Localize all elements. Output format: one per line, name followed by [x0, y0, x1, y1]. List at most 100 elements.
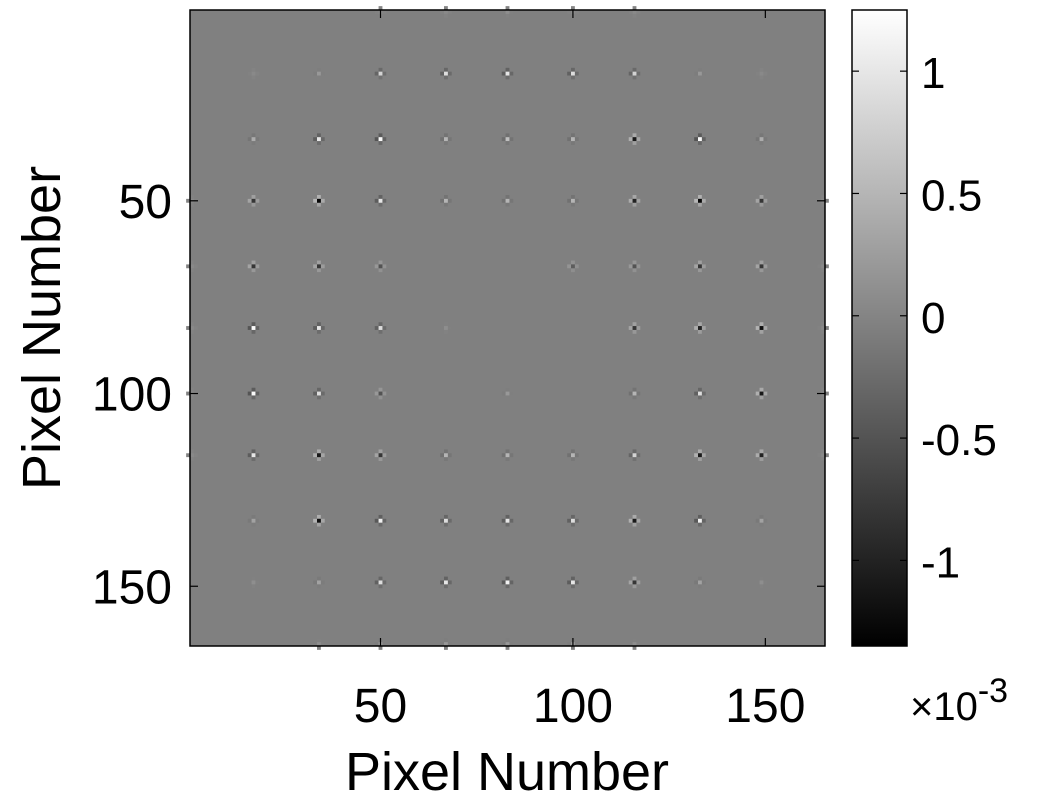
- heatmap-spot-neighbor: [505, 202, 510, 207]
- heatmap-spot-neighbor: [698, 268, 702, 273]
- heatmap-spot-neighbor: [759, 268, 764, 273]
- heatmap-spot-neighbor: [632, 75, 637, 80]
- heatmap-spot: [759, 198, 764, 203]
- heatmap-spot-neighbor: [755, 326, 760, 330]
- heatmap-spot-neighbor: [317, 646, 321, 650]
- heatmap-spot: [759, 137, 764, 142]
- heatmap-spot: [698, 198, 702, 203]
- heatmap-spot-neighbor: [382, 453, 387, 458]
- heatmap-spot-neighbor: [505, 133, 510, 138]
- heatmap-spot-neighbor: [444, 133, 448, 138]
- heatmap-spot-neighbor: [251, 75, 256, 80]
- heatmap-spot-neighbor: [251, 202, 256, 207]
- x-tick-label: 100: [533, 680, 613, 733]
- heatmap-spot-neighbor: [759, 584, 764, 589]
- heatmap-spot: [251, 453, 256, 458]
- heatmap-spot: [444, 137, 448, 142]
- heatmap-spot: [632, 453, 637, 458]
- heatmap-spot-neighbor: [320, 518, 325, 523]
- heatmap-spot-neighbor: [636, 518, 641, 523]
- colorbar-exponent-power: -3: [978, 672, 1008, 710]
- heatmap-spot-neighbor: [444, 322, 448, 327]
- heatmap-spot-neighbor: [698, 457, 702, 461]
- heatmap-spot-neighbor: [447, 198, 452, 203]
- heatmap-background: [190, 10, 825, 646]
- heatmap-spot-neighbor: [759, 322, 764, 327]
- heatmap-spot-neighbor: [571, 133, 575, 138]
- heatmap-spot-neighbor: [313, 642, 317, 646]
- heatmap-spot-neighbor: [251, 584, 256, 589]
- heatmap-spot-neighbor: [317, 329, 321, 334]
- heatmap-spot-neighbor: [374, 137, 379, 142]
- heatmap-spot: [759, 391, 764, 396]
- heatmap-spot-neighbor: [317, 133, 321, 138]
- heatmap-spot-neighbor: [825, 198, 829, 203]
- heatmap-spot-neighbor: [821, 322, 825, 327]
- heatmap-spot: [632, 71, 637, 76]
- heatmap-spot-neighbor: [505, 646, 510, 650]
- heatmap-spot-neighbor: [320, 264, 325, 269]
- heatmap-spot-neighbor: [628, 580, 633, 585]
- heatmap-spot-neighbor: [628, 518, 633, 523]
- x-tick-label: 150: [725, 680, 805, 733]
- heatmap-spot-neighbor: [251, 260, 256, 265]
- heatmap-spot-neighbor: [251, 67, 256, 72]
- heatmap-spot-neighbor: [636, 137, 641, 142]
- heatmap-spot-neighbor: [509, 642, 514, 646]
- heatmap-spot-neighbor: [378, 6, 383, 10]
- heatmap-spot-neighbor: [317, 584, 321, 589]
- colorbar-ticks: -1 -0.5 0 0.5 1: [852, 49, 997, 587]
- heatmap-spot: [698, 137, 702, 142]
- heatmap-spot-neighbor: [247, 453, 252, 458]
- heatmap-spot-neighbor: [755, 71, 760, 76]
- heatmap-spot-neighbor: [701, 326, 706, 330]
- heatmap-spot: [317, 453, 321, 458]
- heatmap-spot-neighbor: [382, 580, 387, 585]
- heatmap-spot-neighbor: [501, 10, 506, 14]
- heatmap-spot-neighbor: [571, 268, 575, 273]
- heatmap-spot-neighbor: [763, 137, 768, 142]
- colorbar-tick-label: 0: [921, 294, 945, 343]
- heatmap-spot: [632, 518, 637, 523]
- heatmap-spot-neighbor: [628, 71, 633, 76]
- heatmap-spot-neighbor: [320, 326, 325, 330]
- heatmap-spot-neighbor: [632, 514, 637, 519]
- heatmap-spot-neighbor: [567, 137, 571, 142]
- heatmap-spot-neighbor: [632, 260, 637, 265]
- heatmap-spot-neighbor: [374, 391, 379, 396]
- colorbar-tick-label: -0.5: [921, 416, 997, 465]
- heatmap-spot-neighbor: [701, 264, 706, 269]
- heatmap-spot-neighbor: [632, 457, 637, 461]
- heatmap-spot-neighbor: [251, 133, 256, 138]
- heatmap-spot-neighbor: [444, 67, 448, 72]
- heatmap-spot-neighbor: [825, 391, 829, 396]
- heatmap-spot-neighbor: [763, 518, 768, 523]
- heatmap-spot-neighbor: [571, 202, 575, 207]
- heatmap-spot-neighbor: [636, 326, 641, 330]
- heatmap-spot-neighbor: [313, 264, 317, 269]
- heatmap-spot-neighbor: [501, 198, 506, 203]
- heatmap-spot: [251, 326, 256, 330]
- heatmap-spot-neighbor: [567, 198, 571, 203]
- heatmap-spot-neighbor: [698, 522, 702, 527]
- heatmap-spot-neighbor: [694, 391, 698, 396]
- heatmap-spot: [190, 326, 194, 330]
- heatmap-spot-neighbor: [632, 13, 637, 18]
- heatmap-spot-neighbor: [378, 268, 383, 273]
- heatmap-spot-neighbor: [574, 580, 579, 585]
- heatmap-spot-neighbor: [821, 329, 825, 334]
- heatmap-spot-neighbor: [320, 137, 325, 142]
- y-axis-ticks: 50 100 150: [92, 176, 825, 614]
- heatmap-spot-neighbor: [632, 6, 637, 10]
- heatmap-spot-neighbor: [567, 10, 571, 14]
- heatmap-spot-neighbor: [313, 71, 317, 76]
- heatmap-spot: [317, 264, 321, 269]
- heatmap-spot-neighbor: [190, 260, 194, 265]
- heatmap-spot-neighbor: [247, 198, 252, 203]
- heatmap-spot-neighbor: [501, 137, 506, 142]
- heatmap-spot: [317, 137, 321, 142]
- heatmap-spot: [190, 453, 194, 458]
- heatmap-spot-neighbor: [440, 580, 444, 585]
- heatmap-spot-neighbor: [313, 518, 317, 523]
